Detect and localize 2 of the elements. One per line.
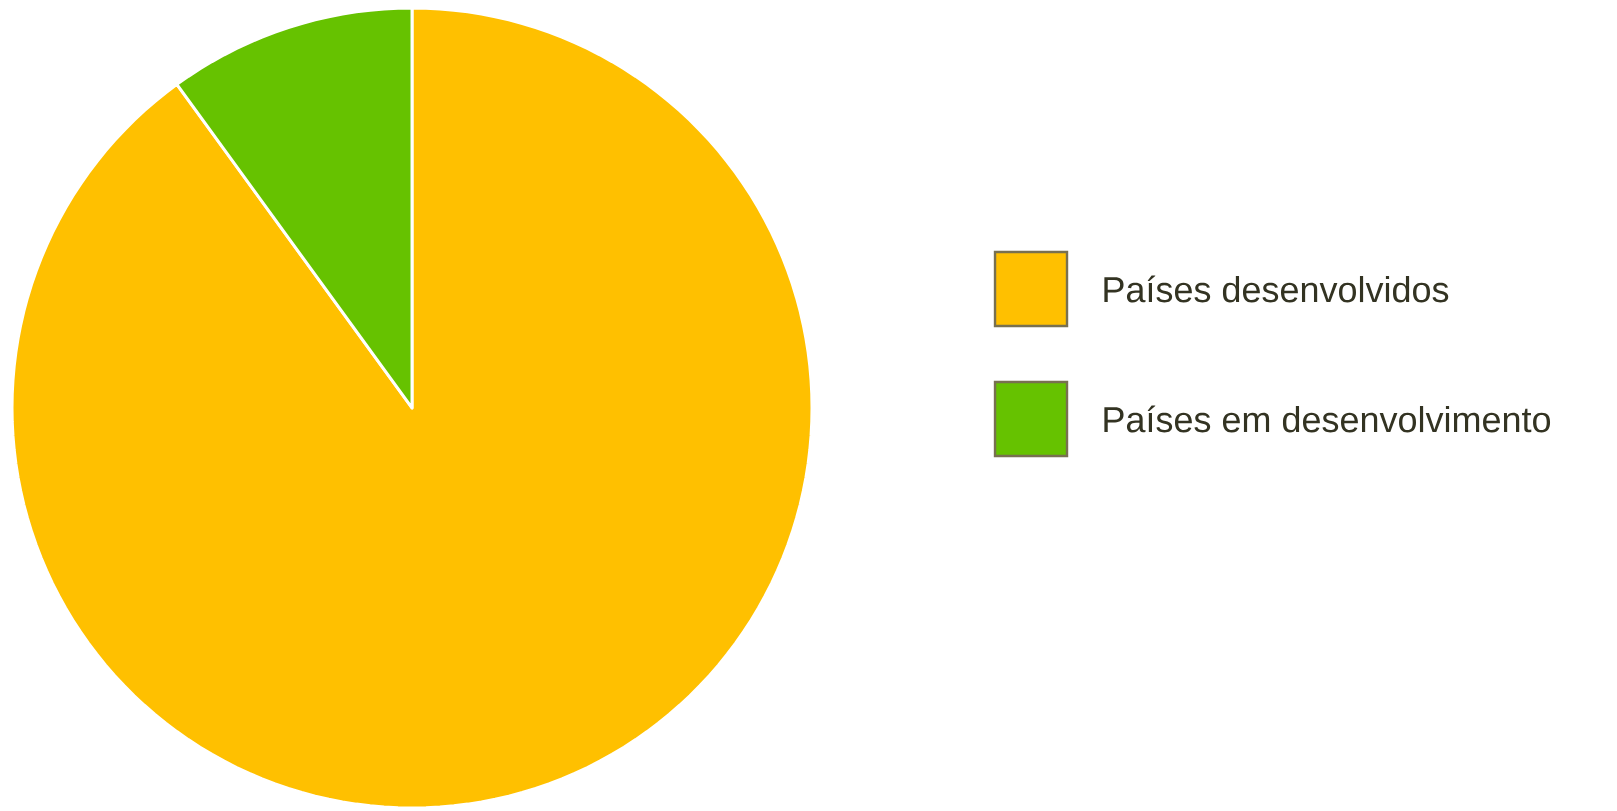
legend-label: Países em desenvolvimento	[1104, 405, 1551, 433]
legend-label: Países desenvolvidos	[1104, 275, 1449, 303]
